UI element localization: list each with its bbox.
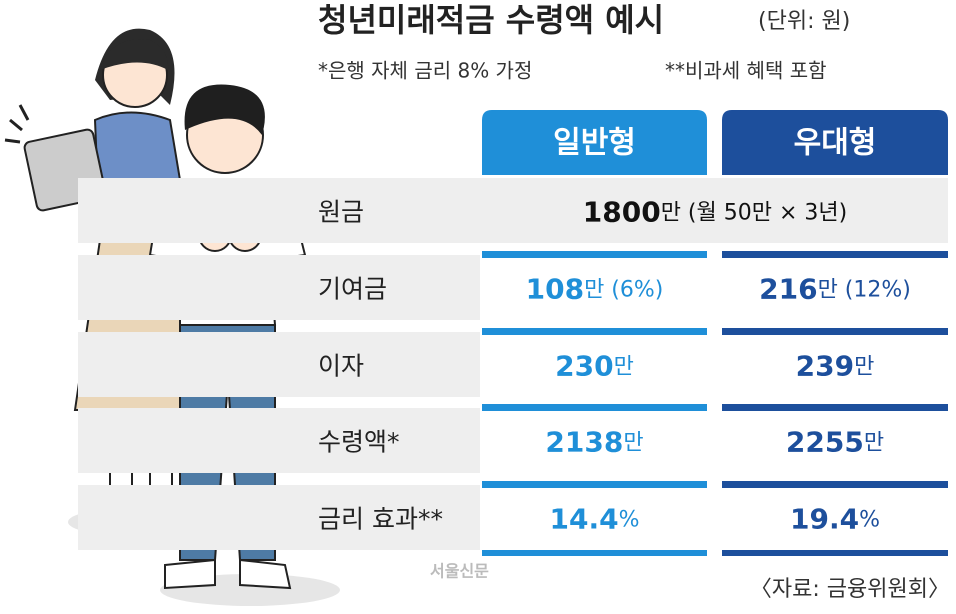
column-bottom xyxy=(722,550,948,556)
cell: 216만 (12%) xyxy=(759,273,911,306)
cell-number: 216 xyxy=(759,273,817,306)
cell: 19.4% xyxy=(790,503,880,536)
row-stripe xyxy=(722,328,948,335)
cell: 230만 xyxy=(555,350,634,383)
row-label: 기여금 xyxy=(318,275,387,304)
cell-unit: 만 xyxy=(864,431,884,456)
cell-number: 108 xyxy=(526,273,584,306)
row-stripe xyxy=(722,481,948,488)
cell-number: 2255 xyxy=(786,426,864,459)
watermark: 서울신문 xyxy=(430,562,489,581)
cell-unit: % xyxy=(859,508,880,533)
row-band xyxy=(78,485,480,550)
row-label: 원금 xyxy=(318,198,364,227)
source: 〈자료: 금융위원회〉 xyxy=(750,577,950,602)
column-bottom xyxy=(482,550,707,556)
row-band xyxy=(78,408,480,473)
row-stripe xyxy=(722,404,948,411)
row-stripe xyxy=(722,251,948,258)
cell-number: 2138 xyxy=(545,426,623,459)
row-stripe xyxy=(482,251,707,258)
row-band xyxy=(78,255,480,320)
cell-unit: % xyxy=(619,508,640,533)
cell-unit: 만 (12%) xyxy=(818,278,911,303)
cell: 14.4% xyxy=(550,503,640,536)
row-stripe xyxy=(482,328,707,335)
note: *은행 자체 금리 8% 가정 xyxy=(318,59,532,83)
cell: 1800만 (월 50만 × 3년) xyxy=(583,196,847,229)
cell-unit: 만 xyxy=(854,355,874,380)
cell-number: 14.4 xyxy=(550,503,619,536)
note: **비과세 혜택 포함 xyxy=(665,59,827,83)
column-header-label: 일반형 xyxy=(553,126,636,161)
cell-unit: 만 (월 50만 × 3년) xyxy=(661,201,848,226)
column-header-label: 우대형 xyxy=(794,126,877,161)
cell-number: 230 xyxy=(555,350,613,383)
cell-number: 239 xyxy=(796,350,854,383)
cell: 2138만 xyxy=(545,426,643,459)
row-band xyxy=(78,332,480,397)
row-label: 금리 효과** xyxy=(318,505,443,534)
cell: 108만 (6%) xyxy=(526,273,664,306)
cell-unit: 만 (6%) xyxy=(584,278,663,303)
cell-unit: 만 xyxy=(614,355,634,380)
column-header xyxy=(482,110,707,175)
row-stripe xyxy=(482,404,707,411)
row-band xyxy=(78,178,948,243)
title: 청년미래적금 수령액 예시 xyxy=(318,1,664,39)
cell-unit: 만 xyxy=(623,431,643,456)
cell: 239만 xyxy=(796,350,875,383)
cell: 2255만 xyxy=(786,426,884,459)
row-label: 수령액* xyxy=(318,428,400,457)
cell-number: 19.4 xyxy=(790,503,859,536)
unit: (단위: 원) xyxy=(758,9,850,34)
row-label: 이자 xyxy=(318,352,364,381)
row-stripe xyxy=(482,481,707,488)
column-header xyxy=(722,110,948,175)
cell-number: 1800 xyxy=(583,196,661,229)
